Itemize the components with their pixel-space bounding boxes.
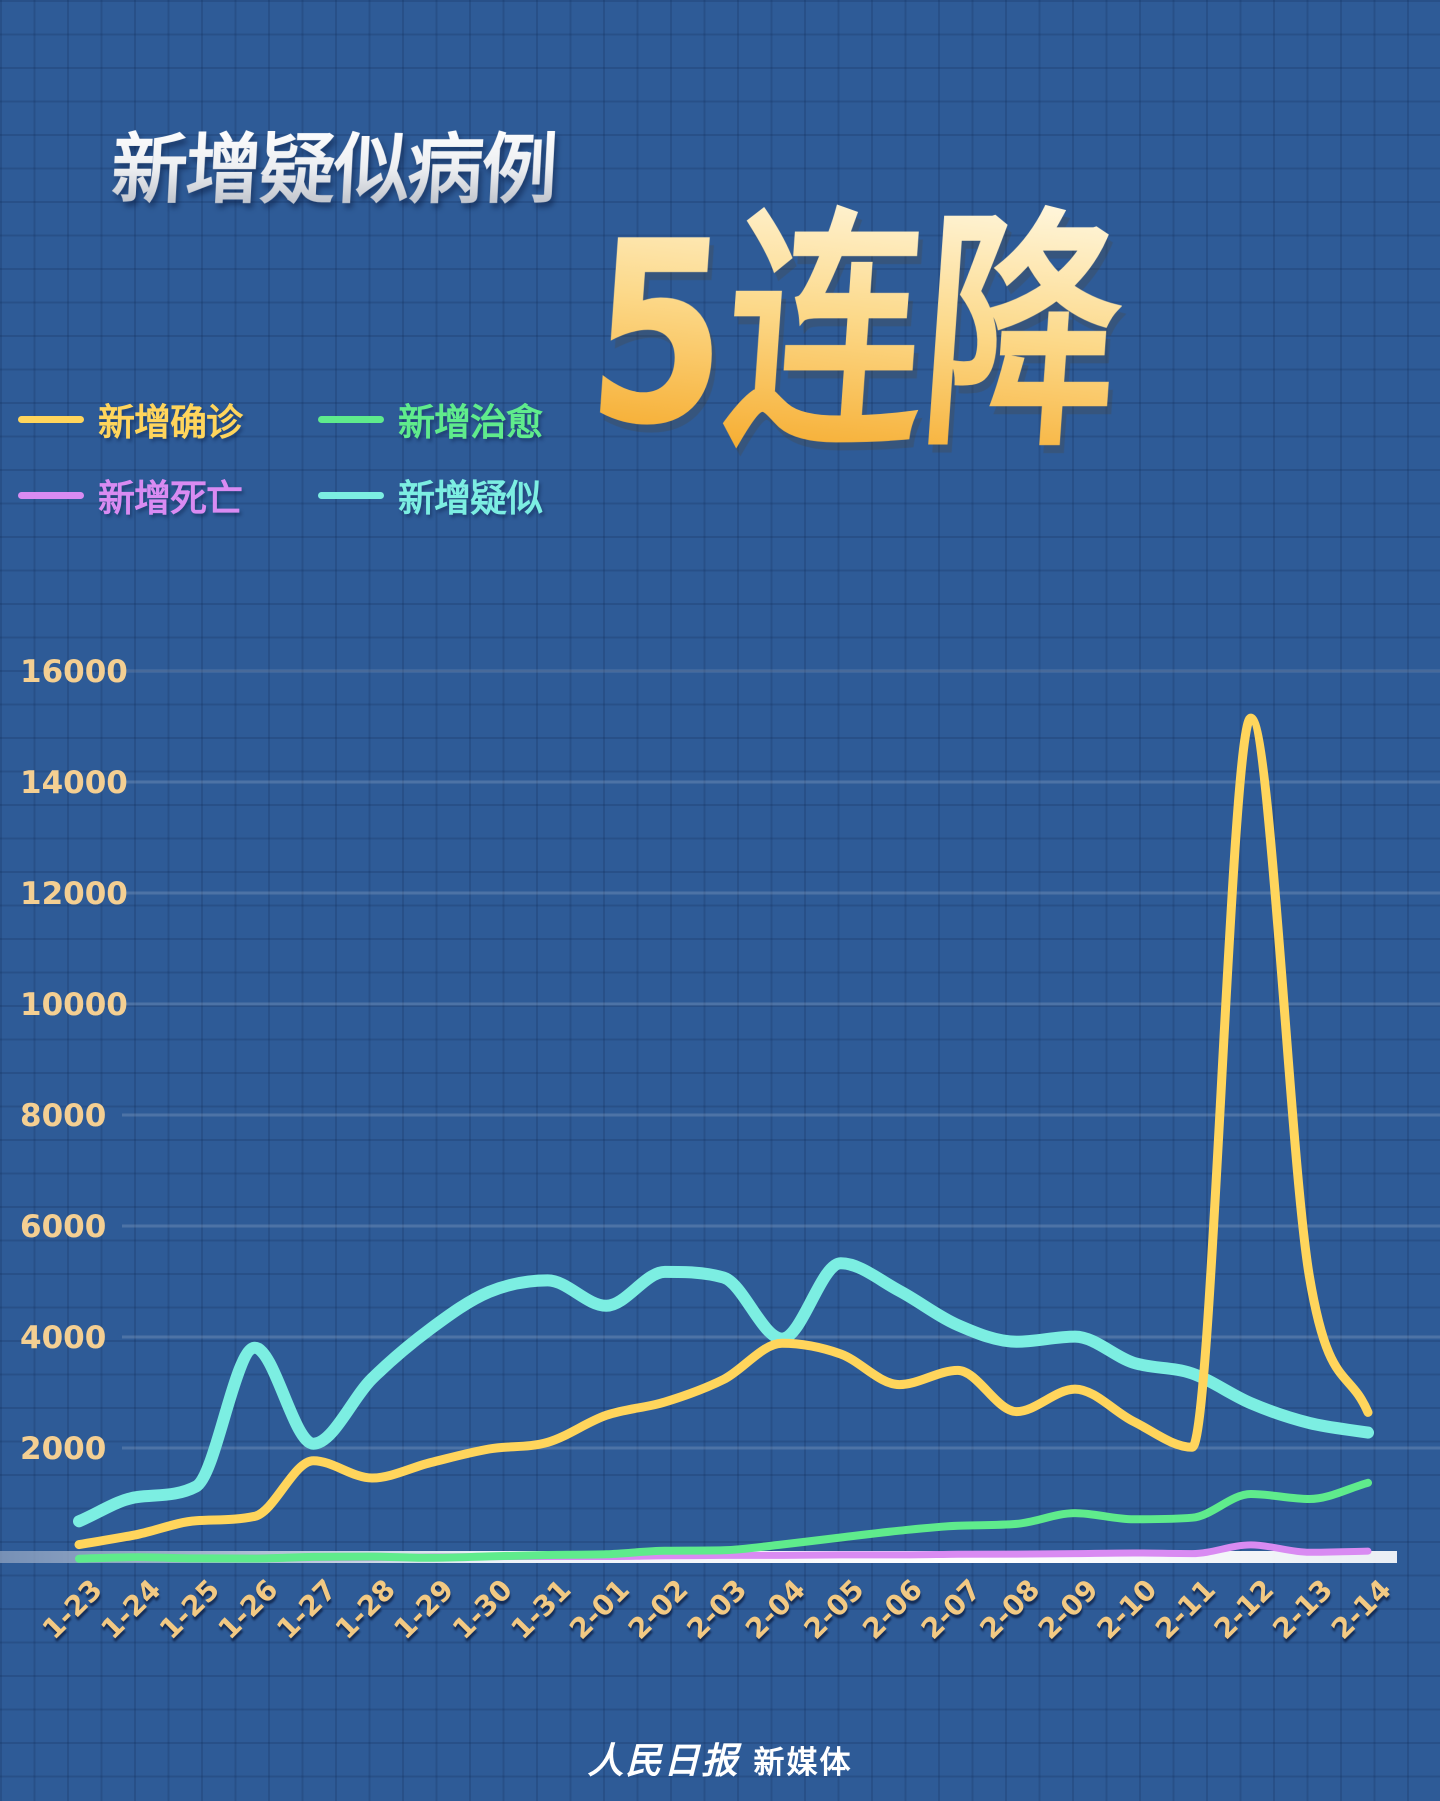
x-tick-2-14: 2-14 [1325, 1573, 1398, 1646]
x-tick-1-24: 1-24 [94, 1573, 167, 1646]
x-tick-2-05: 2-05 [798, 1573, 871, 1646]
x-tick-1-23: 1-23 [36, 1573, 109, 1646]
legend-label-cured: 新增治愈 [398, 401, 543, 444]
y-axis-labels: 2000 4000 6000 8000 10000 12000 14000 16000 [20, 654, 128, 1467]
series-line-suspected [73, 1257, 1374, 1528]
chart-lines [73, 713, 1374, 1563]
x-tick-1-28: 1-28 [329, 1573, 402, 1646]
y-tick-4000: 4000 [20, 1320, 106, 1356]
peoples-daily-logo: 人民日报 [587, 1740, 740, 1782]
cured-line-swatch [318, 415, 384, 423]
series-line-cured [75, 1478, 1372, 1563]
x-axis-labels: 1-231-241-251-261-271-281-291-301-312-01… [36, 1573, 1398, 1646]
y-tick-16000: 16000 [20, 654, 128, 690]
y-tick-6000: 6000 [20, 1209, 106, 1245]
suspected-line-swatch [318, 491, 384, 499]
y-tick-12000: 12000 [20, 876, 128, 912]
x-tick-1-30: 1-30 [446, 1573, 519, 1646]
y-tick-10000: 10000 [20, 987, 128, 1023]
x-tick-1-27: 1-27 [270, 1573, 343, 1646]
y-tick-2000: 2000 [20, 1431, 106, 1467]
legend-label-deaths: 新增死亡 [98, 477, 243, 520]
legend-label-suspected: 新增疑似 [398, 477, 543, 520]
x-tick-2-09: 2-09 [1032, 1573, 1105, 1646]
x-tick-2-02: 2-02 [622, 1573, 695, 1646]
legend-item-confirmed: 新增确诊 [18, 392, 318, 446]
y-tick-8000: 8000 [20, 1098, 106, 1134]
deaths-line-swatch [18, 491, 84, 499]
x-tick-2-06: 2-06 [856, 1573, 929, 1646]
x-tick-2-08: 2-08 [973, 1573, 1046, 1646]
x-tick-1-25: 1-25 [153, 1573, 226, 1646]
confirmed-line-swatch [18, 415, 84, 423]
x-tick-2-04: 2-04 [739, 1573, 812, 1646]
series-line-confirmed [74, 713, 1373, 1550]
x-tick-1-31: 1-31 [505, 1573, 578, 1646]
legend-label-confirmed: 新增确诊 [98, 401, 243, 444]
legend-item-cured: 新增治愈 [318, 392, 618, 446]
x-tick-2-11: 2-11 [1149, 1573, 1222, 1646]
legend-item-suspected: 新增疑似 [318, 468, 618, 522]
x-tick-2-10: 2-10 [1090, 1573, 1163, 1646]
x-tick-2-12: 2-12 [1208, 1573, 1281, 1646]
x-tick-2-13: 2-13 [1266, 1573, 1339, 1646]
new-media-label: 新媒体 [753, 1745, 853, 1781]
x-tick-1-29: 1-29 [387, 1573, 460, 1646]
x-tick-1-26: 1-26 [212, 1573, 285, 1646]
footer-logo: 人民日报 新媒体 [0, 1732, 1440, 1784]
legend: 新增确诊 新增治愈 新增死亡 新增疑似 [18, 392, 618, 522]
x-tick-2-01: 2-01 [563, 1573, 636, 1646]
x-tick-2-03: 2-03 [680, 1573, 753, 1646]
legend-item-deaths: 新增死亡 [18, 468, 318, 522]
y-tick-14000: 14000 [20, 765, 128, 801]
x-tick-2-07: 2-07 [915, 1573, 988, 1646]
